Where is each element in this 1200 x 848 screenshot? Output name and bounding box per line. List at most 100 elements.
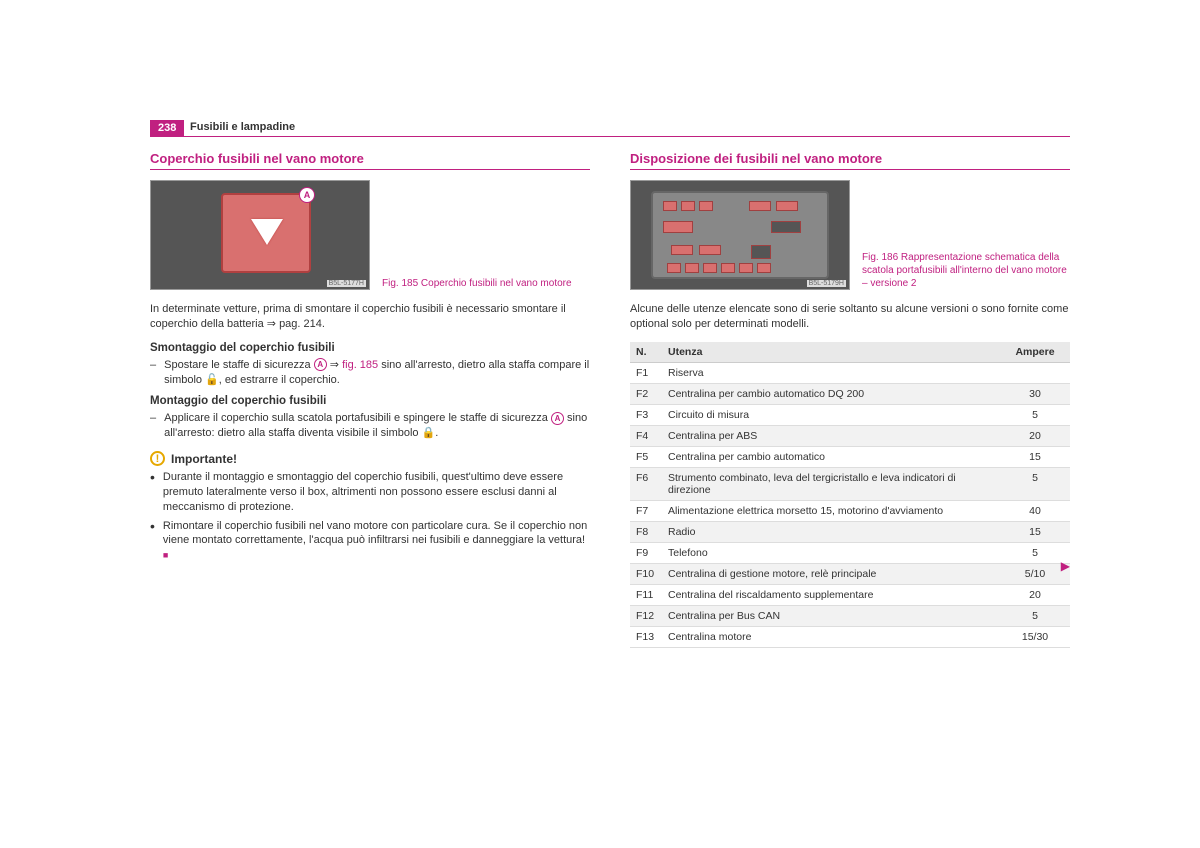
cell-ampere: 5 (1000, 467, 1070, 500)
marker-a-inline: A (551, 412, 564, 425)
section-rule (630, 169, 1070, 170)
cell-n: F11 (630, 584, 662, 605)
cell-utenza: Circuito di misura (662, 404, 1000, 425)
cell-ampere: 15 (1000, 446, 1070, 467)
cell-utenza: Centralina del riscaldamento supplementa… (662, 584, 1000, 605)
cell-n: F8 (630, 521, 662, 542)
table-row: F9Telefono5 (630, 542, 1070, 563)
left-column: Coperchio fusibili nel vano motore A B5L… (150, 151, 590, 648)
cell-n: F13 (630, 626, 662, 647)
bullet-dot: • (150, 470, 155, 515)
cell-utenza: Centralina per Bus CAN (662, 605, 1000, 626)
col-utenza: Utenza (662, 342, 1000, 363)
important-text-1: Durante il montaggio e smontaggio del co… (163, 470, 590, 515)
table-row: F2Centralina per cambio automatico DQ 20… (630, 383, 1070, 404)
table-row: F11Centralina del riscaldamento suppleme… (630, 584, 1070, 605)
fuse-graphic (681, 201, 695, 211)
marker-a: A (299, 187, 315, 203)
important-bullet-2: • Rimontare il coperchio fusibili nel va… (150, 519, 590, 564)
table-row: F10Centralina di gestione motore, relè p… (630, 563, 1070, 584)
col-n: N. (630, 342, 662, 363)
cell-utenza: Strumento combinato, leva del tergicrist… (662, 467, 1000, 500)
fuse-table: N. Utenza Ampere F1RiservaF2Centralina p… (630, 342, 1070, 648)
cell-utenza: Centralina di gestione motore, relè prin… (662, 563, 1000, 584)
cell-utenza: Alimentazione elettrica morsetto 15, mot… (662, 500, 1000, 521)
section-title-right: Disposizione dei fusibili nel vano motor… (630, 151, 1070, 166)
cell-utenza: Centralina per cambio automatico (662, 446, 1000, 467)
cell-n: F9 (630, 542, 662, 563)
manual-page: 238 Fusibili e lampadine Coperchio fusib… (0, 0, 1200, 688)
fuse-graphic (699, 201, 713, 211)
cell-ampere: 5 (1000, 542, 1070, 563)
figure-label: B5L-5177H (327, 280, 366, 287)
figure-186-image: B5L-5179H (630, 180, 850, 290)
cell-utenza: Radio (662, 521, 1000, 542)
table-row: F13Centralina motore15/30 (630, 626, 1070, 647)
two-column-layout: Coperchio fusibili nel vano motore A B5L… (150, 151, 1070, 648)
table-row: F3Circuito di misura5 (630, 404, 1070, 425)
section-title-left: Coperchio fusibili nel vano motore (150, 151, 590, 166)
header-rule (150, 136, 1070, 137)
table-header-row: N. Utenza Ampere (630, 342, 1070, 363)
cell-ampere: 5 (1000, 404, 1070, 425)
dash-bullet: – (150, 358, 156, 388)
cell-n: F5 (630, 446, 662, 467)
fuse-graphic (667, 263, 681, 273)
fig-ref: fig. 185 (342, 359, 378, 371)
cell-ampere: 15 (1000, 521, 1070, 542)
fuse-graphic (739, 263, 753, 273)
table-row: F12Centralina per Bus CAN5 (630, 605, 1070, 626)
step-2: – Applicare il coperchio sulla scatola p… (150, 411, 590, 441)
cell-utenza: Telefono (662, 542, 1000, 563)
cell-ampere (1000, 362, 1070, 383)
table-row: F7Alimentazione elettrica morsetto 15, m… (630, 500, 1070, 521)
cell-utenza: Riserva (662, 362, 1000, 383)
col-ampere: Ampere (1000, 342, 1070, 363)
fuse-graphic (699, 245, 721, 255)
table-row: F8Radio15 (630, 521, 1070, 542)
fuse-graphic (703, 263, 717, 273)
intro-text-right: Alcune delle utenze elencate sono di ser… (630, 302, 1070, 332)
figure-186-caption: Fig. 186 Rappresentazione schematica del… (862, 251, 1070, 290)
cell-utenza: Centralina per ABS (662, 425, 1000, 446)
page-number: 238 (150, 120, 184, 136)
page-header: Fusibili e lampadine (190, 121, 295, 133)
table-row: F5Centralina per cambio automatico15 (630, 446, 1070, 467)
step-2-text: Applicare il coperchio sulla scatola por… (164, 411, 590, 441)
fuse-graphic (685, 263, 699, 273)
cell-ampere: 40 (1000, 500, 1070, 521)
step-1: – Spostare le staffe di sicurezza A ⇒ fi… (150, 358, 590, 388)
fuse-graphic (663, 221, 693, 233)
important-title: Importante! (171, 452, 237, 466)
cell-n: F6 (630, 467, 662, 500)
figure-185-caption: Fig. 185 Coperchio fusibili nel vano mot… (382, 277, 590, 290)
cell-ampere: 20 (1000, 584, 1070, 605)
down-arrow-graphic (251, 219, 283, 245)
fuse-table-body: F1RiservaF2Centralina per cambio automat… (630, 362, 1070, 647)
fuse-graphic (671, 245, 693, 255)
cell-ampere: 5/10 (1000, 563, 1070, 584)
fuse-graphic (721, 263, 735, 273)
step-1-text: Spostare le staffe di sicurezza A ⇒ fig.… (164, 358, 590, 388)
cell-ampere: 20 (1000, 425, 1070, 446)
subhead-disassembly: Smontaggio del coperchio fusibili (150, 342, 590, 354)
end-square: ■ (163, 550, 168, 560)
cell-utenza: Centralina motore (662, 626, 1000, 647)
right-column: Disposizione dei fusibili nel vano motor… (630, 151, 1070, 648)
cell-utenza: Centralina per cambio automatico DQ 200 (662, 383, 1000, 404)
cell-ampere: 5 (1000, 605, 1070, 626)
cell-ampere: 15/30 (1000, 626, 1070, 647)
figure-185-image: A B5L-5177H (150, 180, 370, 290)
cell-n: F7 (630, 500, 662, 521)
fuse-graphic (776, 201, 798, 211)
fuse-graphic (749, 201, 771, 211)
fuse-graphic (663, 201, 677, 211)
figure-label: B5L-5179H (807, 280, 846, 287)
relay-graphic (771, 221, 801, 233)
relay-graphic (751, 245, 771, 259)
important-text-2: Rimontare il coperchio fusibili nel vano… (163, 519, 590, 564)
cell-n: F2 (630, 383, 662, 404)
fuse-graphic (757, 263, 771, 273)
marker-a-inline: A (314, 358, 327, 371)
section-rule (150, 169, 590, 170)
